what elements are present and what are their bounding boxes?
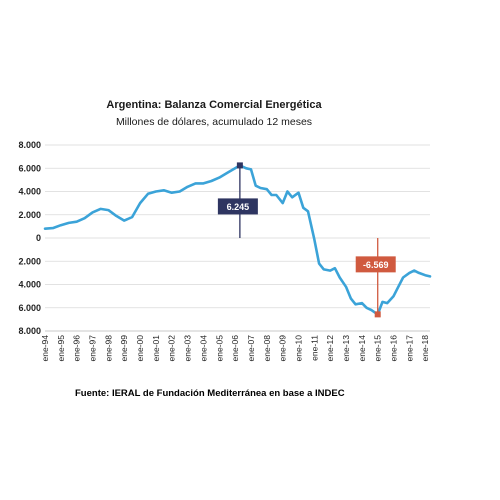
x-tick-label: ene-15 [373, 335, 383, 362]
y-tick-label: 8.000 [18, 326, 41, 336]
x-tick-label: ene-14 [357, 335, 367, 362]
y-axis-tick-labels: 8.000 6.000 4.000 2.000 0 2.000 4.000 6.000 8.00… [18, 140, 41, 336]
x-tick-label: ene-17 [404, 335, 414, 362]
callout-label: -6.569 [363, 260, 389, 270]
x-tick-label: ene-09 [278, 335, 288, 362]
x-tick-label: ene-02 [167, 335, 177, 362]
x-tick-label: ene-06 [230, 335, 240, 362]
x-tick-label: ene-05 [214, 335, 224, 362]
annotations: 6.245 -6.569 [217, 162, 396, 318]
x-tick-label: ene-98 [103, 335, 113, 362]
x-tick-label: ene-00 [135, 335, 145, 362]
x-tick-label: ene-16 [389, 335, 399, 362]
x-tick-label: ene-10 [293, 335, 303, 362]
y-tick-label: 4.000 [18, 280, 41, 290]
callout-marker [236, 162, 243, 169]
x-tick-label: ene-11 [309, 335, 319, 361]
callout-box [217, 198, 258, 215]
y-tick-label: 8.000 [18, 140, 41, 150]
x-tick-label: ene-99 [119, 335, 129, 362]
callout-marker [374, 311, 381, 318]
series-line-layer [43, 164, 432, 316]
x-tick-label: ene-04 [198, 335, 208, 362]
source-note: Fuente: IERAL de Fundación Mediterránea … [75, 388, 345, 399]
x-tick-label: ene-18 [420, 335, 430, 362]
x-tick-label: ene-97 [88, 335, 98, 362]
callout-box [355, 256, 396, 273]
x-tick-label: ene-01 [151, 335, 161, 362]
y-tick-label: 4.000 [18, 187, 41, 197]
chart-subtitle: Millones de dólares, acumulado 12 meses [116, 116, 312, 128]
x-tick-label: ene-94 [40, 335, 50, 362]
y-tick-label: 6.000 [18, 303, 41, 313]
x-tick-label: ene-03 [183, 335, 193, 362]
x-axis-tick-labels: ene-94 ene-95 ene-96 ene-97 ene-98 ene-99 ene-… [40, 335, 430, 362]
y-tick-label: 2.000 [18, 256, 41, 266]
x-tick-label: ene-95 [56, 335, 66, 362]
gridlines [45, 144, 430, 332]
chart-title: Argentina: Balanza Comercial Energética [106, 99, 322, 111]
y-tick-label: 6.000 [18, 163, 41, 173]
x-tick-label: ene-08 [262, 335, 272, 362]
x-tick-label: ene-13 [341, 335, 351, 362]
x-tick-label: ene-07 [246, 335, 256, 362]
x-tick-label: ene-12 [325, 335, 335, 362]
series-line [43, 164, 432, 316]
y-tick-label: 2.000 [18, 210, 41, 220]
callout-label: 6.245 [227, 202, 250, 212]
y-tick-label: 0 [36, 233, 41, 243]
x-tick-label: ene-96 [72, 335, 82, 362]
